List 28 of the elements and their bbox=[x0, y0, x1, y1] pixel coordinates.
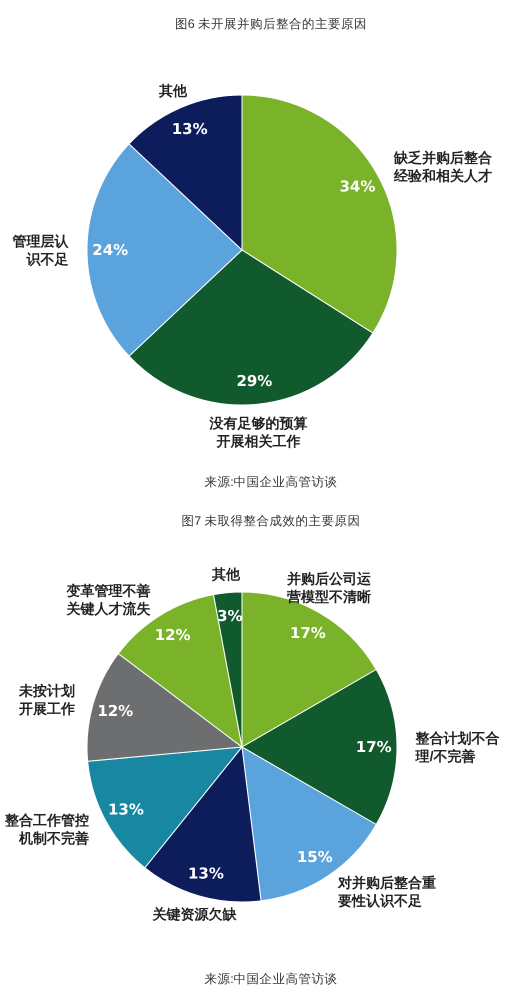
slice-label: 整合计划不合理/不完善 bbox=[414, 730, 500, 764]
slice-label: 对并购后整合重要性认识不足 bbox=[336, 874, 436, 909]
data-label: 13% bbox=[172, 120, 208, 138]
data-label: 29% bbox=[236, 372, 272, 390]
data-label: 24% bbox=[92, 241, 128, 259]
slice-label: 没有足够的预算开展相关工作 bbox=[208, 414, 308, 449]
data-label: 13% bbox=[188, 864, 224, 883]
slice-label: 变革管理不善关键人才流失 bbox=[66, 582, 152, 616]
source-note: 来源:中国企业高管访谈 bbox=[204, 474, 338, 489]
chart-title: 图7 未取得整合成效的主要原因 bbox=[181, 513, 361, 528]
slice-label: 其他 bbox=[158, 82, 188, 99]
source-note: 来源:中国企业高管访谈 bbox=[204, 971, 338, 986]
slice-label: 未按计划开展工作 bbox=[18, 682, 76, 716]
slice-label: 并购后公司运营模型不清晰 bbox=[286, 570, 372, 605]
data-label: 15% bbox=[296, 848, 333, 866]
slice-label: 管理层认识不足 bbox=[11, 233, 70, 267]
slice-label: 整合工作管控机制不完善 bbox=[4, 812, 90, 846]
slice-label: 其他 bbox=[210, 566, 241, 582]
slice-label: 关键资源欠缺 bbox=[151, 906, 238, 922]
slice-label: 缺乏并购后整合经验和相关人才 bbox=[393, 149, 492, 184]
data-label: 34% bbox=[340, 178, 376, 196]
data-label: 13% bbox=[108, 800, 144, 818]
data-label: 3% bbox=[217, 606, 243, 625]
data-label: 17% bbox=[290, 624, 326, 642]
data-label: 12% bbox=[154, 626, 191, 644]
data-label: 17% bbox=[356, 738, 392, 756]
data-label: 12% bbox=[97, 702, 134, 720]
chart-title: 图6 未开展并购后整合的主要原因 bbox=[174, 16, 368, 31]
